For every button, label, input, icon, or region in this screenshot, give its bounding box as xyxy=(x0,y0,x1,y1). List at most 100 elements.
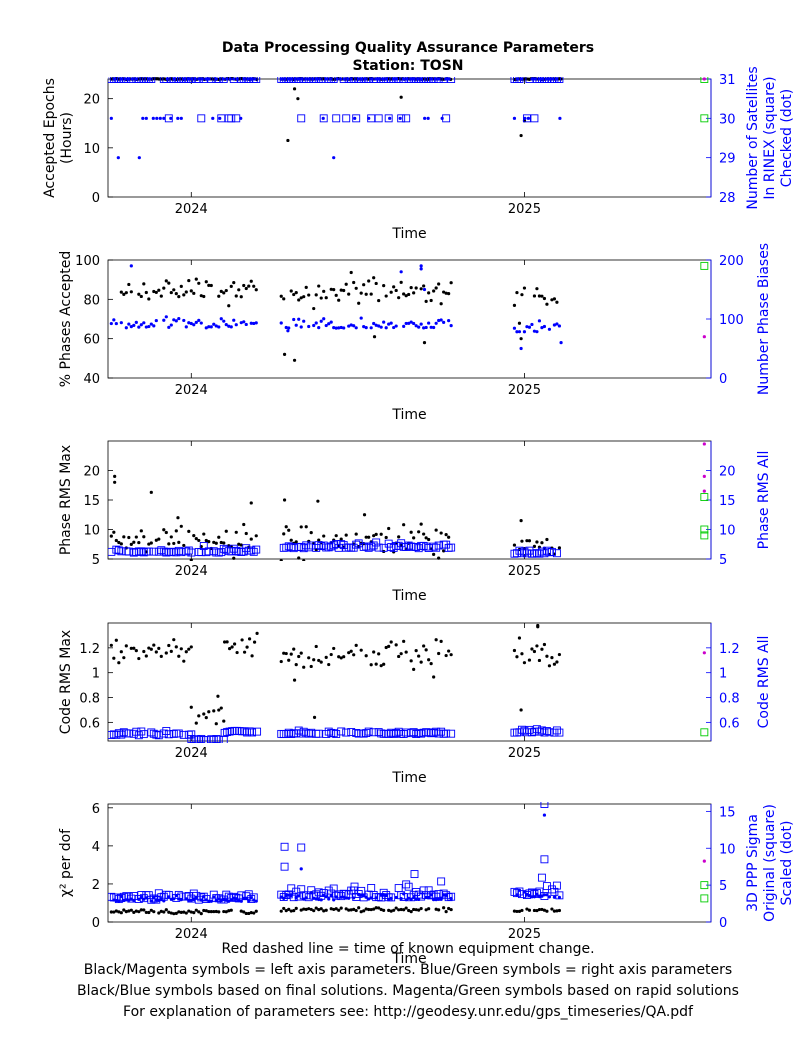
left-point xyxy=(179,647,183,651)
right-dot xyxy=(227,324,231,328)
y-left-axis-label: Phase RMS Max xyxy=(58,445,74,555)
left-point xyxy=(222,909,226,914)
right-dot xyxy=(279,77,283,81)
left-point xyxy=(122,292,126,297)
left-point xyxy=(412,667,416,671)
left-point xyxy=(294,291,298,295)
right-dot xyxy=(169,897,173,901)
right-square xyxy=(299,544,308,553)
y-left-tick-label: 1.2 xyxy=(79,642,100,657)
y-right-tick-label: 200 xyxy=(719,254,744,269)
left-point xyxy=(177,910,181,914)
left-point xyxy=(424,536,428,540)
left-point xyxy=(439,639,443,643)
right-square xyxy=(253,727,262,736)
left-point xyxy=(402,639,406,643)
right-dot xyxy=(207,325,211,329)
right-dot xyxy=(424,895,428,899)
right-square xyxy=(222,545,231,554)
right-dot xyxy=(253,77,257,81)
left-point xyxy=(419,660,423,664)
left-point xyxy=(542,908,547,912)
left-point xyxy=(384,645,388,650)
left-point xyxy=(232,556,236,560)
right-square xyxy=(374,728,383,737)
right-dot xyxy=(414,324,418,328)
left-point xyxy=(179,524,183,528)
left-point xyxy=(515,655,519,659)
right-dot xyxy=(517,330,522,334)
left-point xyxy=(367,535,371,539)
right-outlier xyxy=(540,802,549,808)
y-left-tick-label: 10 xyxy=(83,142,100,157)
right-dot xyxy=(314,321,318,325)
right-square xyxy=(112,730,121,739)
right-dot xyxy=(395,77,399,81)
left-point xyxy=(224,529,228,533)
left-point xyxy=(167,643,171,648)
right-outlier xyxy=(519,346,523,351)
right-dot xyxy=(190,77,194,81)
rapid-left-point xyxy=(702,489,706,493)
left-point xyxy=(520,293,524,297)
right-square xyxy=(297,729,306,738)
left-point xyxy=(407,292,411,297)
left-point xyxy=(167,281,171,285)
left-point xyxy=(540,294,544,298)
right-dot xyxy=(439,318,443,322)
left-point xyxy=(182,910,186,914)
left-point xyxy=(237,288,241,292)
right-dot xyxy=(353,116,357,120)
right-outlier xyxy=(419,267,423,271)
right-dot xyxy=(144,325,148,329)
right-dot xyxy=(246,77,250,81)
right-square xyxy=(317,542,326,551)
left-point xyxy=(344,907,348,911)
left-point xyxy=(317,284,321,288)
right-dot xyxy=(537,319,542,323)
left-point xyxy=(309,530,313,535)
left-point xyxy=(437,908,441,912)
right-dot xyxy=(165,77,169,81)
right-square xyxy=(547,547,556,556)
right-outlier xyxy=(399,270,403,274)
right-dot xyxy=(292,317,296,322)
left-point xyxy=(367,279,371,283)
left-point xyxy=(422,532,426,536)
left-point xyxy=(512,543,517,547)
right-square xyxy=(412,542,421,551)
right-square xyxy=(292,729,301,738)
right-dot xyxy=(254,321,258,325)
left-point xyxy=(299,908,303,912)
left-point xyxy=(377,652,381,656)
left-point xyxy=(444,910,448,914)
left-outlier xyxy=(282,352,287,356)
right-square xyxy=(540,549,549,558)
right-dot xyxy=(172,897,176,901)
right-dot xyxy=(167,895,171,899)
left-point xyxy=(119,290,123,294)
left-point xyxy=(289,538,293,542)
left-point xyxy=(164,651,168,655)
left-point xyxy=(530,647,534,651)
right-dot xyxy=(542,324,547,329)
left-point xyxy=(374,281,378,286)
left-point xyxy=(149,647,153,651)
left-point xyxy=(557,908,562,913)
y-right-tick-label: 15 xyxy=(719,494,736,509)
left-point xyxy=(352,653,356,657)
right-outlier xyxy=(542,813,547,817)
right-square xyxy=(362,542,371,551)
left-point xyxy=(309,907,313,912)
left-point xyxy=(229,908,233,912)
right-square xyxy=(307,728,316,737)
left-point xyxy=(202,712,206,716)
right-dot xyxy=(137,325,141,329)
footer-line-1: Red dashed line = time of known equipmen… xyxy=(221,941,594,957)
right-square xyxy=(112,545,121,554)
right-dot xyxy=(532,329,537,333)
right-dot xyxy=(212,322,216,326)
left-point xyxy=(192,291,196,295)
left-point xyxy=(359,291,363,295)
right-dot xyxy=(224,323,228,327)
